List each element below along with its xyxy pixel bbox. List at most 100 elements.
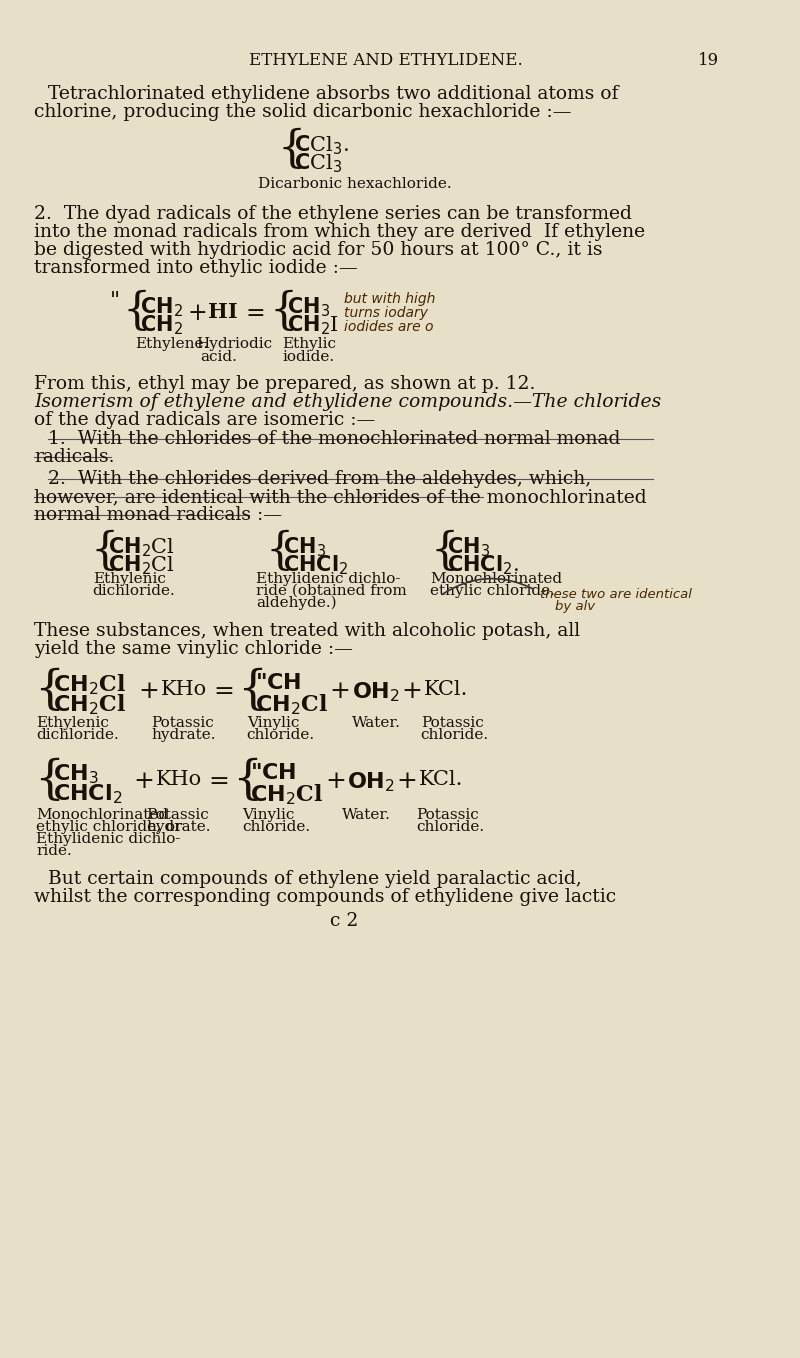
Text: Monochlorinated: Monochlorinated xyxy=(430,572,562,587)
Text: $\mathbf{CH}_2$: $\mathbf{CH}_2$ xyxy=(139,295,182,319)
Text: Ethylenic: Ethylenic xyxy=(93,572,166,587)
Text: "$\mathbf{CH}$: "$\mathbf{CH}$ xyxy=(250,762,297,784)
Text: Ethylidenic dichlo-: Ethylidenic dichlo- xyxy=(256,572,401,587)
Text: Tetrachlorinated ethylidene absorbs two additional atoms of: Tetrachlorinated ethylidene absorbs two … xyxy=(48,86,618,103)
Text: transformed into ethylic iodide :—: transformed into ethylic iodide :— xyxy=(34,259,358,277)
Text: HI: HI xyxy=(209,301,238,322)
Text: be digested with hydriodic acid for 50 hours at 100° C., it is: be digested with hydriodic acid for 50 h… xyxy=(34,240,603,259)
Text: +: + xyxy=(325,770,346,793)
Text: dichloride.: dichloride. xyxy=(36,728,119,741)
Text: hydrate.: hydrate. xyxy=(146,820,210,834)
Text: ETHYLENE AND ETHYLIDENE.: ETHYLENE AND ETHYLIDENE. xyxy=(249,52,522,69)
Text: chloride.: chloride. xyxy=(242,820,310,834)
Text: these two are identical: these two are identical xyxy=(540,588,692,602)
Text: +: + xyxy=(138,680,159,703)
Text: $\mathbf{CH}_2$Cl: $\mathbf{CH}_2$Cl xyxy=(108,535,175,558)
Text: =: = xyxy=(209,770,230,793)
Text: {: { xyxy=(232,758,262,804)
Text: Potassic: Potassic xyxy=(421,716,483,731)
Text: Ethylic: Ethylic xyxy=(282,337,336,350)
Text: {: { xyxy=(122,291,150,333)
Text: +: + xyxy=(397,770,418,793)
Text: Vinylic: Vinylic xyxy=(246,716,299,731)
Text: chloride.: chloride. xyxy=(246,728,314,741)
Text: KCl.: KCl. xyxy=(418,770,463,789)
Text: =: = xyxy=(214,680,234,703)
Text: {: { xyxy=(270,291,298,333)
Text: Potassic: Potassic xyxy=(146,808,209,822)
Text: radicals.: radicals. xyxy=(34,448,115,466)
Text: Potassic: Potassic xyxy=(151,716,214,731)
Text: turns iodary: turns iodary xyxy=(344,306,428,320)
Text: But certain compounds of ethylene yield paralactic acid,: But certain compounds of ethylene yield … xyxy=(48,870,582,888)
Text: From this, ethyl may be prepared, as shown at p. 12.: From this, ethyl may be prepared, as sho… xyxy=(34,375,536,392)
Text: 1.  With the chlorides of the monochlorinated normal monad: 1. With the chlorides of the monochlorin… xyxy=(48,430,620,448)
Text: $\mathbf{CH}_3$: $\mathbf{CH}_3$ xyxy=(447,535,490,558)
Text: into the monad radicals from which they are derived  If ethylene: into the monad radicals from which they … xyxy=(34,223,646,240)
Text: ride.: ride. xyxy=(36,845,72,858)
Text: $\mathbf{CHCl}_2$: $\mathbf{CHCl}_2$ xyxy=(53,782,122,805)
Text: chlorine, producing the solid dicarbonic hexachloride :—: chlorine, producing the solid dicarbonic… xyxy=(34,103,572,121)
Text: but with high: but with high xyxy=(344,292,435,306)
Text: 2.  The dyad radicals of the ethylene series can be transformed: 2. The dyad radicals of the ethylene ser… xyxy=(34,205,632,223)
Text: $\mathbf{CHCl}_2$: $\mathbf{CHCl}_2$ xyxy=(283,553,348,577)
Text: $\mathbf{CH}_3$: $\mathbf{CH}_3$ xyxy=(53,762,98,785)
Text: $\mathbf{CH}_2$Cl: $\mathbf{CH}_2$Cl xyxy=(53,693,126,717)
Text: normal monad radicals :—: normal monad radicals :— xyxy=(34,507,282,524)
Text: aldehyde.): aldehyde.) xyxy=(256,596,337,610)
Text: {: { xyxy=(266,530,294,573)
Text: Water.: Water. xyxy=(352,716,401,731)
Text: chloride.: chloride. xyxy=(421,728,489,741)
Text: These substances, when treated with alcoholic potash, all: These substances, when treated with alco… xyxy=(34,622,581,640)
Text: dichloride.: dichloride. xyxy=(93,584,175,598)
Text: $\mathbf{CH}_2$Cl: $\mathbf{CH}_2$Cl xyxy=(250,782,324,807)
Text: +: + xyxy=(187,301,207,325)
Text: +: + xyxy=(330,680,350,703)
Text: hydrate.: hydrate. xyxy=(151,728,215,741)
Text: +: + xyxy=(402,680,422,703)
Text: Vinylic: Vinylic xyxy=(242,808,294,822)
Text: "$\mathbf{CH}$: "$\mathbf{CH}$ xyxy=(255,672,302,694)
Text: {: { xyxy=(237,668,267,713)
Text: Ethylene.: Ethylene. xyxy=(135,337,208,350)
Text: $\mathbf{CH}_2$Cl: $\mathbf{CH}_2$Cl xyxy=(53,672,126,697)
Text: by alv: by alv xyxy=(554,600,594,612)
Text: ethylic chloride, or: ethylic chloride, or xyxy=(36,820,182,834)
Text: $\mathbf{OH}_2$: $\mathbf{OH}_2$ xyxy=(347,770,395,793)
Text: yield the same vinylic chloride :—: yield the same vinylic chloride :— xyxy=(34,640,354,659)
Text: $\mathbf{CH}_2$Cl: $\mathbf{CH}_2$Cl xyxy=(108,553,175,577)
Text: {: { xyxy=(34,758,65,804)
Text: +: + xyxy=(134,770,154,793)
Text: $\mathbf{C}$Cl$_3$.: $\mathbf{C}$Cl$_3$. xyxy=(294,133,350,156)
Text: Potassic: Potassic xyxy=(416,808,478,822)
Text: Ethylenic: Ethylenic xyxy=(36,716,110,731)
Text: Isomerism of ethylene and ethylidene compounds.—The chlorides: Isomerism of ethylene and ethylidene com… xyxy=(34,392,662,411)
Text: Water.: Water. xyxy=(342,808,391,822)
Text: Monochlorinated: Monochlorinated xyxy=(36,808,169,822)
Text: 19: 19 xyxy=(698,52,719,69)
Text: of the dyad radicals are isomeric :—: of the dyad radicals are isomeric :— xyxy=(34,411,376,429)
Text: $\mathbf{CH}_3$: $\mathbf{CH}_3$ xyxy=(287,295,330,319)
Text: $\mathbf{CH}_2$: $\mathbf{CH}_2$ xyxy=(139,312,182,337)
Text: $\mathbf{C}$Cl$_3$: $\mathbf{C}$Cl$_3$ xyxy=(294,151,342,175)
Text: acid.: acid. xyxy=(200,350,237,364)
Text: =: = xyxy=(246,301,266,325)
Text: $\mathbf{OH}_2$: $\mathbf{OH}_2$ xyxy=(352,680,400,703)
Text: chloride.: chloride. xyxy=(416,820,484,834)
Text: iodides are o: iodides are o xyxy=(344,320,434,334)
Text: however, are identical with the chlorides of the monochlorinated: however, are identical with the chloride… xyxy=(34,488,647,507)
Text: Ethylidenic dichlo-: Ethylidenic dichlo- xyxy=(36,832,181,846)
Text: KHo: KHo xyxy=(161,680,206,699)
Text: $\mathbf{CHCl}_2$.: $\mathbf{CHCl}_2$. xyxy=(447,553,519,577)
Text: Hydriodic: Hydriodic xyxy=(196,337,272,350)
Text: {: { xyxy=(34,668,65,713)
Text: KHo: KHo xyxy=(156,770,202,789)
Text: ": " xyxy=(110,291,120,312)
Text: KCl.: KCl. xyxy=(423,680,468,699)
Text: 2.  With the chlorides derived from the aldehydes, which,: 2. With the chlorides derived from the a… xyxy=(48,470,591,488)
Text: $\mathbf{CH}_2$Cl: $\mathbf{CH}_2$Cl xyxy=(255,693,329,717)
Text: Dicarbonic hexachloride.: Dicarbonic hexachloride. xyxy=(258,177,452,191)
Text: {: { xyxy=(278,128,306,171)
Text: {: { xyxy=(430,530,458,573)
Text: ethylic chloride.: ethylic chloride. xyxy=(430,584,555,598)
